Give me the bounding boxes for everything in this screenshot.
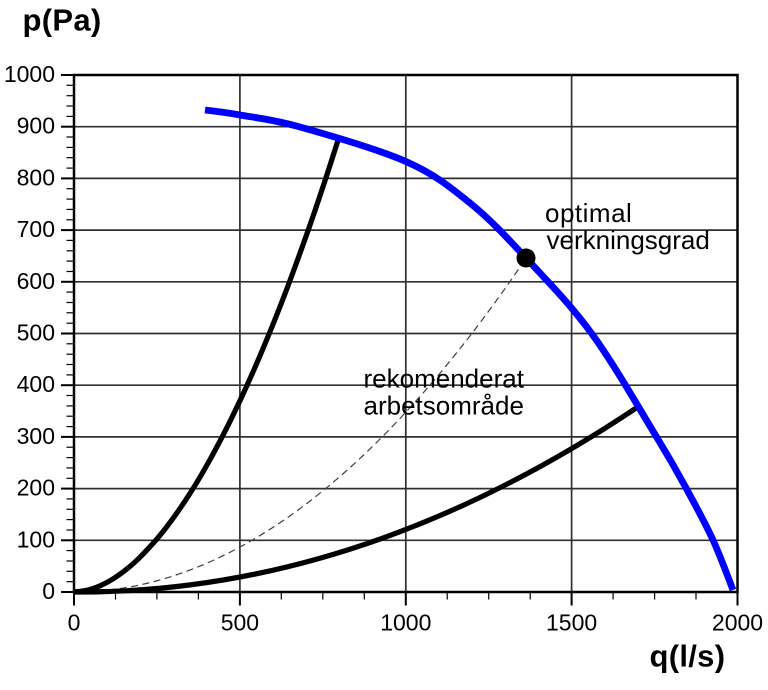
svg-text:1000: 1000	[380, 610, 431, 636]
svg-text:800: 800	[17, 164, 55, 190]
svg-text:rekomenderat: rekomenderat	[364, 364, 525, 394]
svg-text:optimal: optimal	[545, 198, 632, 228]
svg-text:q(l/s): q(l/s)	[650, 638, 726, 673]
svg-text:1500: 1500	[546, 610, 597, 636]
svg-text:verkningsgrad: verkningsgrad	[547, 225, 710, 255]
svg-text:500: 500	[17, 320, 55, 346]
svg-text:1000: 1000	[4, 61, 55, 87]
svg-text:600: 600	[17, 268, 55, 294]
svg-text:900: 900	[17, 113, 55, 139]
svg-text:400: 400	[17, 371, 55, 397]
svg-text:2000: 2000	[712, 610, 763, 636]
svg-text:700: 700	[17, 216, 55, 242]
svg-text:0: 0	[68, 610, 81, 636]
svg-text:300: 300	[17, 423, 55, 449]
svg-text:0: 0	[42, 578, 55, 604]
svg-text:200: 200	[17, 475, 55, 501]
svg-text:100: 100	[17, 526, 55, 552]
svg-text:arbetsområde: arbetsområde	[364, 391, 524, 421]
svg-text:500: 500	[221, 610, 259, 636]
svg-text:p(Pa): p(Pa)	[23, 2, 102, 37]
